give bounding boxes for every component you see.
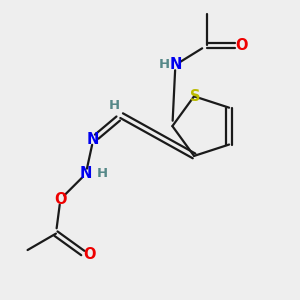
Text: S: S <box>190 89 201 104</box>
Text: H: H <box>158 58 169 71</box>
Text: H: H <box>97 167 108 180</box>
Text: N: N <box>87 132 100 147</box>
Text: O: O <box>236 38 248 53</box>
Text: N: N <box>169 57 182 72</box>
Text: H: H <box>109 99 120 112</box>
Text: N: N <box>80 167 92 182</box>
Text: O: O <box>83 247 96 262</box>
Text: O: O <box>54 192 67 207</box>
